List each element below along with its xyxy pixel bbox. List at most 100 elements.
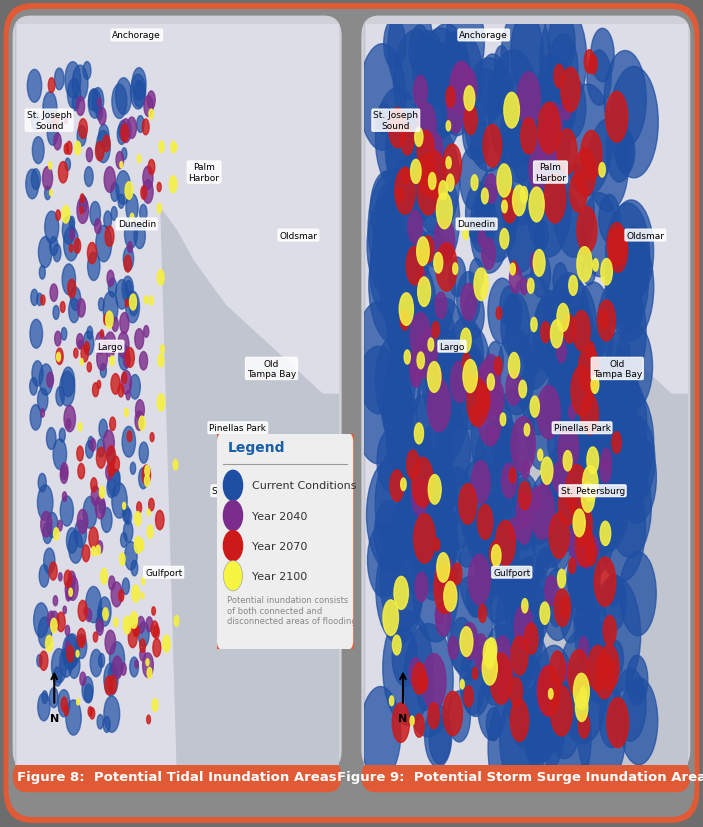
Circle shape: [477, 504, 493, 540]
Circle shape: [449, 258, 466, 297]
Circle shape: [63, 217, 75, 245]
Circle shape: [96, 616, 103, 632]
Circle shape: [147, 525, 153, 539]
Circle shape: [151, 621, 158, 638]
Circle shape: [599, 691, 624, 748]
Circle shape: [110, 184, 119, 202]
Circle shape: [375, 88, 420, 191]
Circle shape: [108, 667, 115, 681]
Circle shape: [617, 416, 655, 504]
Circle shape: [137, 117, 144, 133]
Circle shape: [468, 555, 491, 605]
Circle shape: [498, 668, 512, 700]
Circle shape: [460, 646, 491, 716]
Circle shape: [510, 264, 515, 275]
Circle shape: [399, 294, 413, 326]
Circle shape: [581, 621, 617, 704]
Circle shape: [529, 149, 547, 191]
Circle shape: [549, 514, 569, 559]
Circle shape: [77, 127, 86, 147]
Circle shape: [471, 461, 490, 504]
Circle shape: [566, 465, 588, 516]
Circle shape: [409, 289, 432, 340]
Circle shape: [413, 31, 444, 105]
Circle shape: [427, 134, 443, 169]
Circle shape: [617, 424, 640, 476]
Circle shape: [492, 528, 520, 589]
Circle shape: [145, 476, 150, 487]
Circle shape: [590, 576, 640, 693]
Circle shape: [558, 426, 579, 473]
Circle shape: [599, 164, 605, 178]
Circle shape: [90, 439, 96, 452]
Circle shape: [563, 451, 572, 471]
Circle shape: [32, 361, 43, 387]
Circle shape: [152, 699, 158, 712]
Circle shape: [560, 597, 569, 618]
Circle shape: [65, 63, 81, 98]
Circle shape: [64, 571, 72, 588]
Circle shape: [67, 646, 74, 662]
Text: Year 2070: Year 2070: [252, 541, 307, 551]
Circle shape: [78, 423, 82, 432]
Circle shape: [493, 68, 513, 115]
Circle shape: [446, 93, 455, 113]
Circle shape: [510, 265, 522, 294]
Circle shape: [224, 471, 243, 501]
Circle shape: [425, 338, 459, 416]
Circle shape: [132, 69, 146, 101]
Circle shape: [96, 332, 105, 354]
Circle shape: [143, 326, 149, 338]
Circle shape: [475, 197, 496, 246]
Circle shape: [463, 106, 486, 160]
Circle shape: [436, 243, 457, 292]
Circle shape: [382, 611, 432, 725]
Text: Gulfport: Gulfport: [145, 568, 182, 577]
Circle shape: [124, 409, 129, 418]
Circle shape: [423, 25, 470, 135]
Circle shape: [145, 466, 150, 477]
Circle shape: [548, 36, 578, 103]
Circle shape: [527, 156, 571, 258]
Circle shape: [602, 575, 626, 630]
Circle shape: [600, 522, 611, 546]
Circle shape: [89, 90, 98, 112]
Circle shape: [516, 494, 531, 528]
Circle shape: [110, 418, 115, 431]
Circle shape: [37, 294, 42, 306]
Circle shape: [533, 297, 566, 372]
Circle shape: [435, 556, 455, 601]
Text: Oldsmar: Oldsmar: [279, 232, 318, 241]
Circle shape: [478, 676, 506, 740]
Circle shape: [70, 217, 75, 229]
Circle shape: [550, 686, 572, 736]
Circle shape: [506, 370, 521, 406]
Circle shape: [58, 573, 62, 581]
Circle shape: [98, 108, 106, 126]
Circle shape: [101, 569, 108, 585]
Circle shape: [142, 120, 149, 136]
Circle shape: [581, 441, 630, 553]
Circle shape: [31, 289, 38, 306]
Circle shape: [394, 31, 439, 134]
Circle shape: [540, 602, 550, 624]
Circle shape: [104, 168, 115, 194]
Circle shape: [479, 643, 494, 676]
Circle shape: [46, 428, 56, 450]
Circle shape: [78, 464, 84, 480]
Circle shape: [84, 168, 93, 188]
Circle shape: [49, 688, 58, 708]
Circle shape: [620, 678, 658, 765]
Circle shape: [173, 460, 178, 471]
Circle shape: [465, 183, 493, 245]
Circle shape: [434, 218, 455, 265]
Circle shape: [500, 96, 538, 184]
Circle shape: [121, 120, 131, 143]
Circle shape: [434, 538, 440, 552]
Circle shape: [138, 539, 143, 552]
Circle shape: [78, 600, 87, 621]
Circle shape: [101, 364, 106, 378]
Circle shape: [134, 626, 139, 637]
Circle shape: [413, 663, 426, 695]
Text: St. Joseph
Sound: St. Joseph Sound: [27, 112, 72, 131]
